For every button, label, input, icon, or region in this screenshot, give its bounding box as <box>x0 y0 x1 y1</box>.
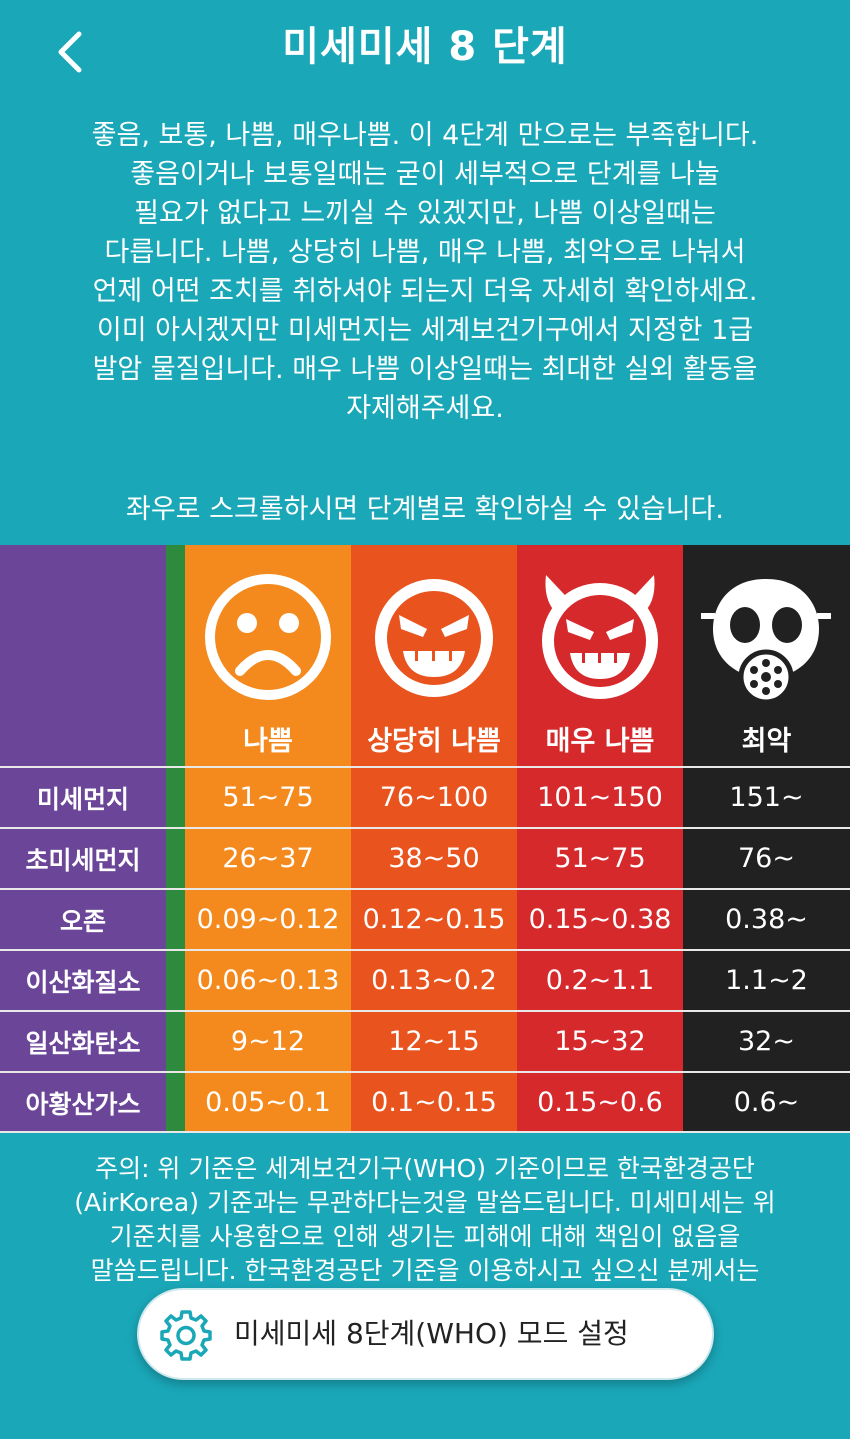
intro-line: 좋음, 보통, 나쁨, 매우나쁨. 이 4단계 만으로는 부족합니다. <box>91 120 759 151</box>
table-cell: 0.13~0.2 <box>351 950 517 1011</box>
table-cell: 0.15~0.38 <box>517 889 683 950</box>
header: 미세미세 8 단계 <box>0 0 850 90</box>
notice-line: 주의: 위 기준은 세계보건기구(WHO) 기준이므로 한국환경공단 <box>95 1154 755 1183</box>
gear-icon <box>160 1310 212 1361</box>
table-cell: 0.38~ <box>683 889 850 950</box>
table-cell: 32~ <box>683 1011 850 1072</box>
notice-line: (AirKorea) 기준과는 무관하다는것을 말씀드립니다. 미세미세는 위 <box>74 1188 776 1217</box>
table-cell: 0.1~0.15 <box>351 1072 517 1133</box>
green-strip <box>166 545 185 1133</box>
level-label: 나쁨 <box>243 726 293 757</box>
row-label-co: 일산화탄소 <box>0 1011 166 1072</box>
table-cell: 26~37 <box>185 828 351 889</box>
table-cell: 0.09~0.12 <box>185 889 351 950</box>
sad-face-icon <box>205 574 331 700</box>
notice-line: 말씀드립니다. 한국환경공단 기준을 이용하시고 싶으신 분께서는 <box>90 1256 760 1284</box>
intro-line: 필요가 없다고 느끼실 수 있겠지만, 나쁨 이상일때는 <box>134 198 716 229</box>
devil-face-icon <box>542 575 658 699</box>
row-label-pm10: 미세먼지 <box>0 767 166 828</box>
row-divider <box>0 888 850 890</box>
table-cell: 51~75 <box>185 767 351 828</box>
table-cell: 9~12 <box>185 1011 351 1072</box>
table-cell: 101~150 <box>517 767 683 828</box>
table-cell: 0.15~0.6 <box>517 1072 683 1133</box>
scroll-hint: 좌우로 스크롤하시면 단계별로 확인하실 수 있습니다. <box>126 494 724 525</box>
row-label-ozone: 오존 <box>0 889 166 950</box>
intro-line: 자제해주세요. <box>346 393 504 424</box>
notice-line: 기준치를 사용함으로 인해 생기는 피해에 대해 책임이 없음을 <box>109 1222 741 1251</box>
table-cell: 0.6~ <box>683 1072 850 1133</box>
level-header-very-bad: 매우 나쁨 <box>517 545 683 767</box>
table-cell: 38~50 <box>351 828 517 889</box>
mode-button-label: 미세미세 8단계(WHO) 모드 설정 <box>234 1317 629 1350</box>
row-divider <box>0 1010 850 1012</box>
row-label-pm25: 초미세먼지 <box>0 828 166 889</box>
row-divider <box>0 949 850 951</box>
level-table[interactable]: 나쁨 상당히 나쁨 매우 나쁨 <box>0 545 850 1133</box>
row-label-so2: 아황산가스 <box>0 1072 166 1133</box>
table-cell: 0.05~0.1 <box>185 1072 351 1133</box>
table-cell: 15~32 <box>517 1011 683 1072</box>
level-header-quite-bad: 상당히 나쁨 <box>351 545 517 767</box>
intro-line: 좋음이거나 보통일때는 굳이 세부적으로 단계를 나눌 <box>130 159 720 190</box>
row-divider <box>0 827 850 829</box>
level-header-worst: 최악 <box>683 545 850 767</box>
level-label: 상당히 나쁨 <box>367 726 501 757</box>
level-header-bad: 나쁨 <box>185 545 351 767</box>
gas-mask-icon <box>701 579 831 705</box>
table-corner <box>0 545 166 767</box>
notice-text: 주의: 위 기준은 세계보건기구(WHO) 기준이므로 한국환경공단 (AirK… <box>30 1152 820 1284</box>
table-cell: 0.06~0.13 <box>185 950 351 1011</box>
table-cell: 0.2~1.1 <box>517 950 683 1011</box>
angry-face-icon <box>375 579 493 697</box>
page-title: 미세미세 8 단계 <box>282 24 568 70</box>
row-divider <box>0 1131 850 1133</box>
intro-line: 발암 물질입니다. 매우 나쁨 이상일때는 최대한 실외 활동을 <box>92 354 758 385</box>
table-cell: 12~15 <box>351 1011 517 1072</box>
intro-text: 좋음, 보통, 나쁨, 매우나쁨. 이 4단계 만으로는 부족합니다. 좋음이거… <box>30 116 820 428</box>
table-cell: 51~75 <box>517 828 683 889</box>
intro-line: 언제 어떤 조치를 취하셔야 되는지 더욱 자세히 확인하세요. <box>92 276 758 307</box>
row-divider <box>0 766 850 768</box>
table-cell: 1.1~2 <box>683 950 850 1011</box>
intro-line: 이미 아시겠지만 미세먼지는 세계보건기구에서 지정한 1급 <box>96 315 754 346</box>
row-divider <box>0 1071 850 1073</box>
table-cell: 76~100 <box>351 767 517 828</box>
row-label-no2: 이산화질소 <box>0 950 166 1011</box>
table-cell: 0.12~0.15 <box>351 889 517 950</box>
level-label: 매우 나쁨 <box>545 726 655 757</box>
level-label: 최악 <box>741 726 792 757</box>
table-cell: 151~ <box>683 767 850 828</box>
chevron-left-icon[interactable] <box>55 30 85 74</box>
intro-line: 다릅니다. 나쁨, 상당히 나쁨, 매우 나쁨, 최악으로 나눠서 <box>104 237 746 268</box>
back-button[interactable] <box>40 22 100 82</box>
table-cell: 76~ <box>683 828 850 889</box>
who-mode-settings-button[interactable]: 미세미세 8단계(WHO) 모드 설정 <box>137 1288 714 1380</box>
